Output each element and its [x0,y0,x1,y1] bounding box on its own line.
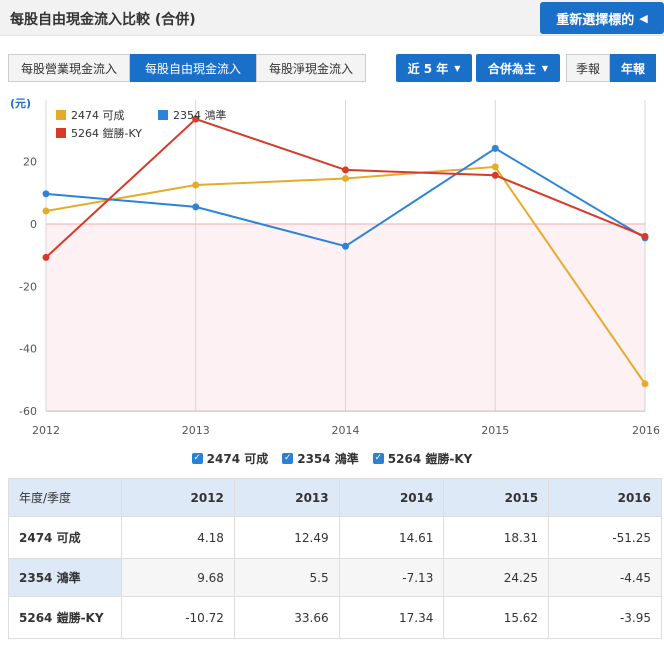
data-point [342,174,349,182]
annual-toggle[interactable]: 年報 [610,54,656,82]
table-cell: -7.13 [338,558,445,597]
tab-operating-cashflow[interactable]: 每股營業現金流入 [8,54,130,82]
series-toggle-label: 2354 鴻準 [297,452,359,466]
triangle-left-icon: ◀ [639,11,648,25]
y-tick-label: -40 [19,343,37,356]
data-point [192,115,200,123]
data-point [491,163,499,171]
y-axis-unit: (元) [10,97,31,110]
legend-item-2354: 2354 鴻準 [158,107,227,123]
data-point [42,190,50,198]
table-cell: -4.45 [548,558,662,597]
basis-dropdown[interactable]: 合併為主 ▼ [476,54,560,82]
series-toggle-5264[interactable]: ✓ 5264 鎧勝-KY [372,450,473,467]
data-point [342,166,349,174]
y-tick-label: 0 [30,218,37,231]
data-point [192,203,200,211]
table-col-header: 2015 [443,478,550,517]
x-tick-label: 2013 [182,424,210,437]
table-cell: 24.25 [443,558,550,597]
legend-item-2474: 2474 可成 [56,107,125,123]
legend-label: 2474 可成 [71,109,125,122]
y-tick-label: -20 [19,280,37,293]
header-bar: 每股自由現金流入比較 (合併) 重新選擇標的 ◀ [0,0,664,36]
period-dropdown[interactable]: 近 5 年 ▼ [396,54,472,82]
table-row: 5264 鎧勝-KY -10.72 33.66 17.34 15.62 -3.9… [8,596,662,639]
tab-free-cashflow[interactable]: 每股自由現金流入 [130,54,256,82]
table-col-header: 2016 [548,478,662,517]
table-cell: 15.62 [443,596,550,639]
table-row-header: 2354 鴻準 [8,558,122,597]
legend-label: 2354 鴻準 [173,109,227,122]
table-cell: 33.66 [233,596,340,639]
data-point [491,144,499,152]
series-toggle-legend: ✓ 2474 可成 ✓ 2354 鴻準 ✓ 5264 鎧勝-KY [0,450,664,467]
x-tick-label: 2012 [32,424,60,437]
data-table: 年度/季度 2012 2013 2014 2015 2016 2474 可成 4… [8,478,662,639]
table-cell: 4.18 [121,516,235,559]
table-cell: -10.72 [121,596,235,639]
legend-label: 5264 鎧勝-KY [71,127,143,140]
table-col-header: 2013 [233,478,340,517]
x-tick-label: 2015 [481,424,509,437]
data-point [192,181,200,189]
legend-swatch [56,128,66,138]
reselect-label: 重新選擇標的 [556,12,635,28]
table-row: 2354 鴻準 9.68 5.5 -7.13 24.25 -4.45 [8,558,662,597]
y-tick-label: 20 [23,156,37,169]
series-toggle-2474[interactable]: ✓ 2474 可成 [191,450,269,467]
data-point [342,242,349,250]
table-cell: 5.5 [233,558,340,597]
table-corner: 年度/季度 [8,478,122,517]
table-header-row: 年度/季度 2012 2013 2014 2015 2016 [8,478,662,517]
x-tick-label: 2016 [632,424,660,437]
checkbox-checked-icon: ✓ [191,453,203,464]
table-cell: 18.31 [443,516,550,559]
table-row-header: 2474 可成 [8,516,122,559]
table-cell: -3.95 [548,596,662,639]
period-label: 近 5 年 [407,61,449,76]
series-toggle-2354[interactable]: ✓ 2354 鴻準 [282,450,359,467]
data-point [641,380,649,388]
legend-swatch [158,110,168,120]
data-point [42,253,50,261]
table-row-header: 5264 鎧勝-KY [8,596,122,639]
table-cell: 12.49 [233,516,340,559]
quarterly-toggle[interactable]: 季報 [566,54,610,82]
data-point [491,171,499,179]
series-toggle-label: 2474 可成 [206,452,269,466]
data-point [641,232,649,240]
line-chart: (元) 20 0 -20 -40 -60 2012 2013 2014 2015 2016 [10,97,660,437]
data-point [42,207,50,215]
table-cell: -51.25 [548,516,662,559]
legend-swatch [56,110,66,120]
table-cell: 14.61 [338,516,445,559]
table-col-header: 2012 [121,478,235,517]
table-col-header: 2014 [338,478,445,517]
caret-down-icon: ▼ [454,63,461,73]
tab-net-cashflow[interactable]: 每股淨現金流入 [256,54,366,82]
legend-item-5264: 5264 鎧勝-KY [56,125,142,141]
table-cell: 17.34 [338,596,445,639]
series-toggle-label: 5264 鎧勝-KY [387,452,473,466]
checkbox-checked-icon: ✓ [282,453,294,464]
checkbox-checked-icon: ✓ [372,453,384,464]
page-title: 每股自由現金流入比較 (合併) [10,12,196,28]
y-tick-label: -60 [19,405,37,418]
x-tick-label: 2014 [332,424,360,437]
caret-down-icon: ▼ [541,63,549,73]
table-cell: 9.68 [121,558,235,597]
basis-label: 合併為主 [487,61,536,76]
table-row: 2474 可成 4.18 12.49 14.61 18.31 -51.25 [8,516,662,559]
reselect-button[interactable]: 重新選擇標的 ◀ [540,2,664,34]
